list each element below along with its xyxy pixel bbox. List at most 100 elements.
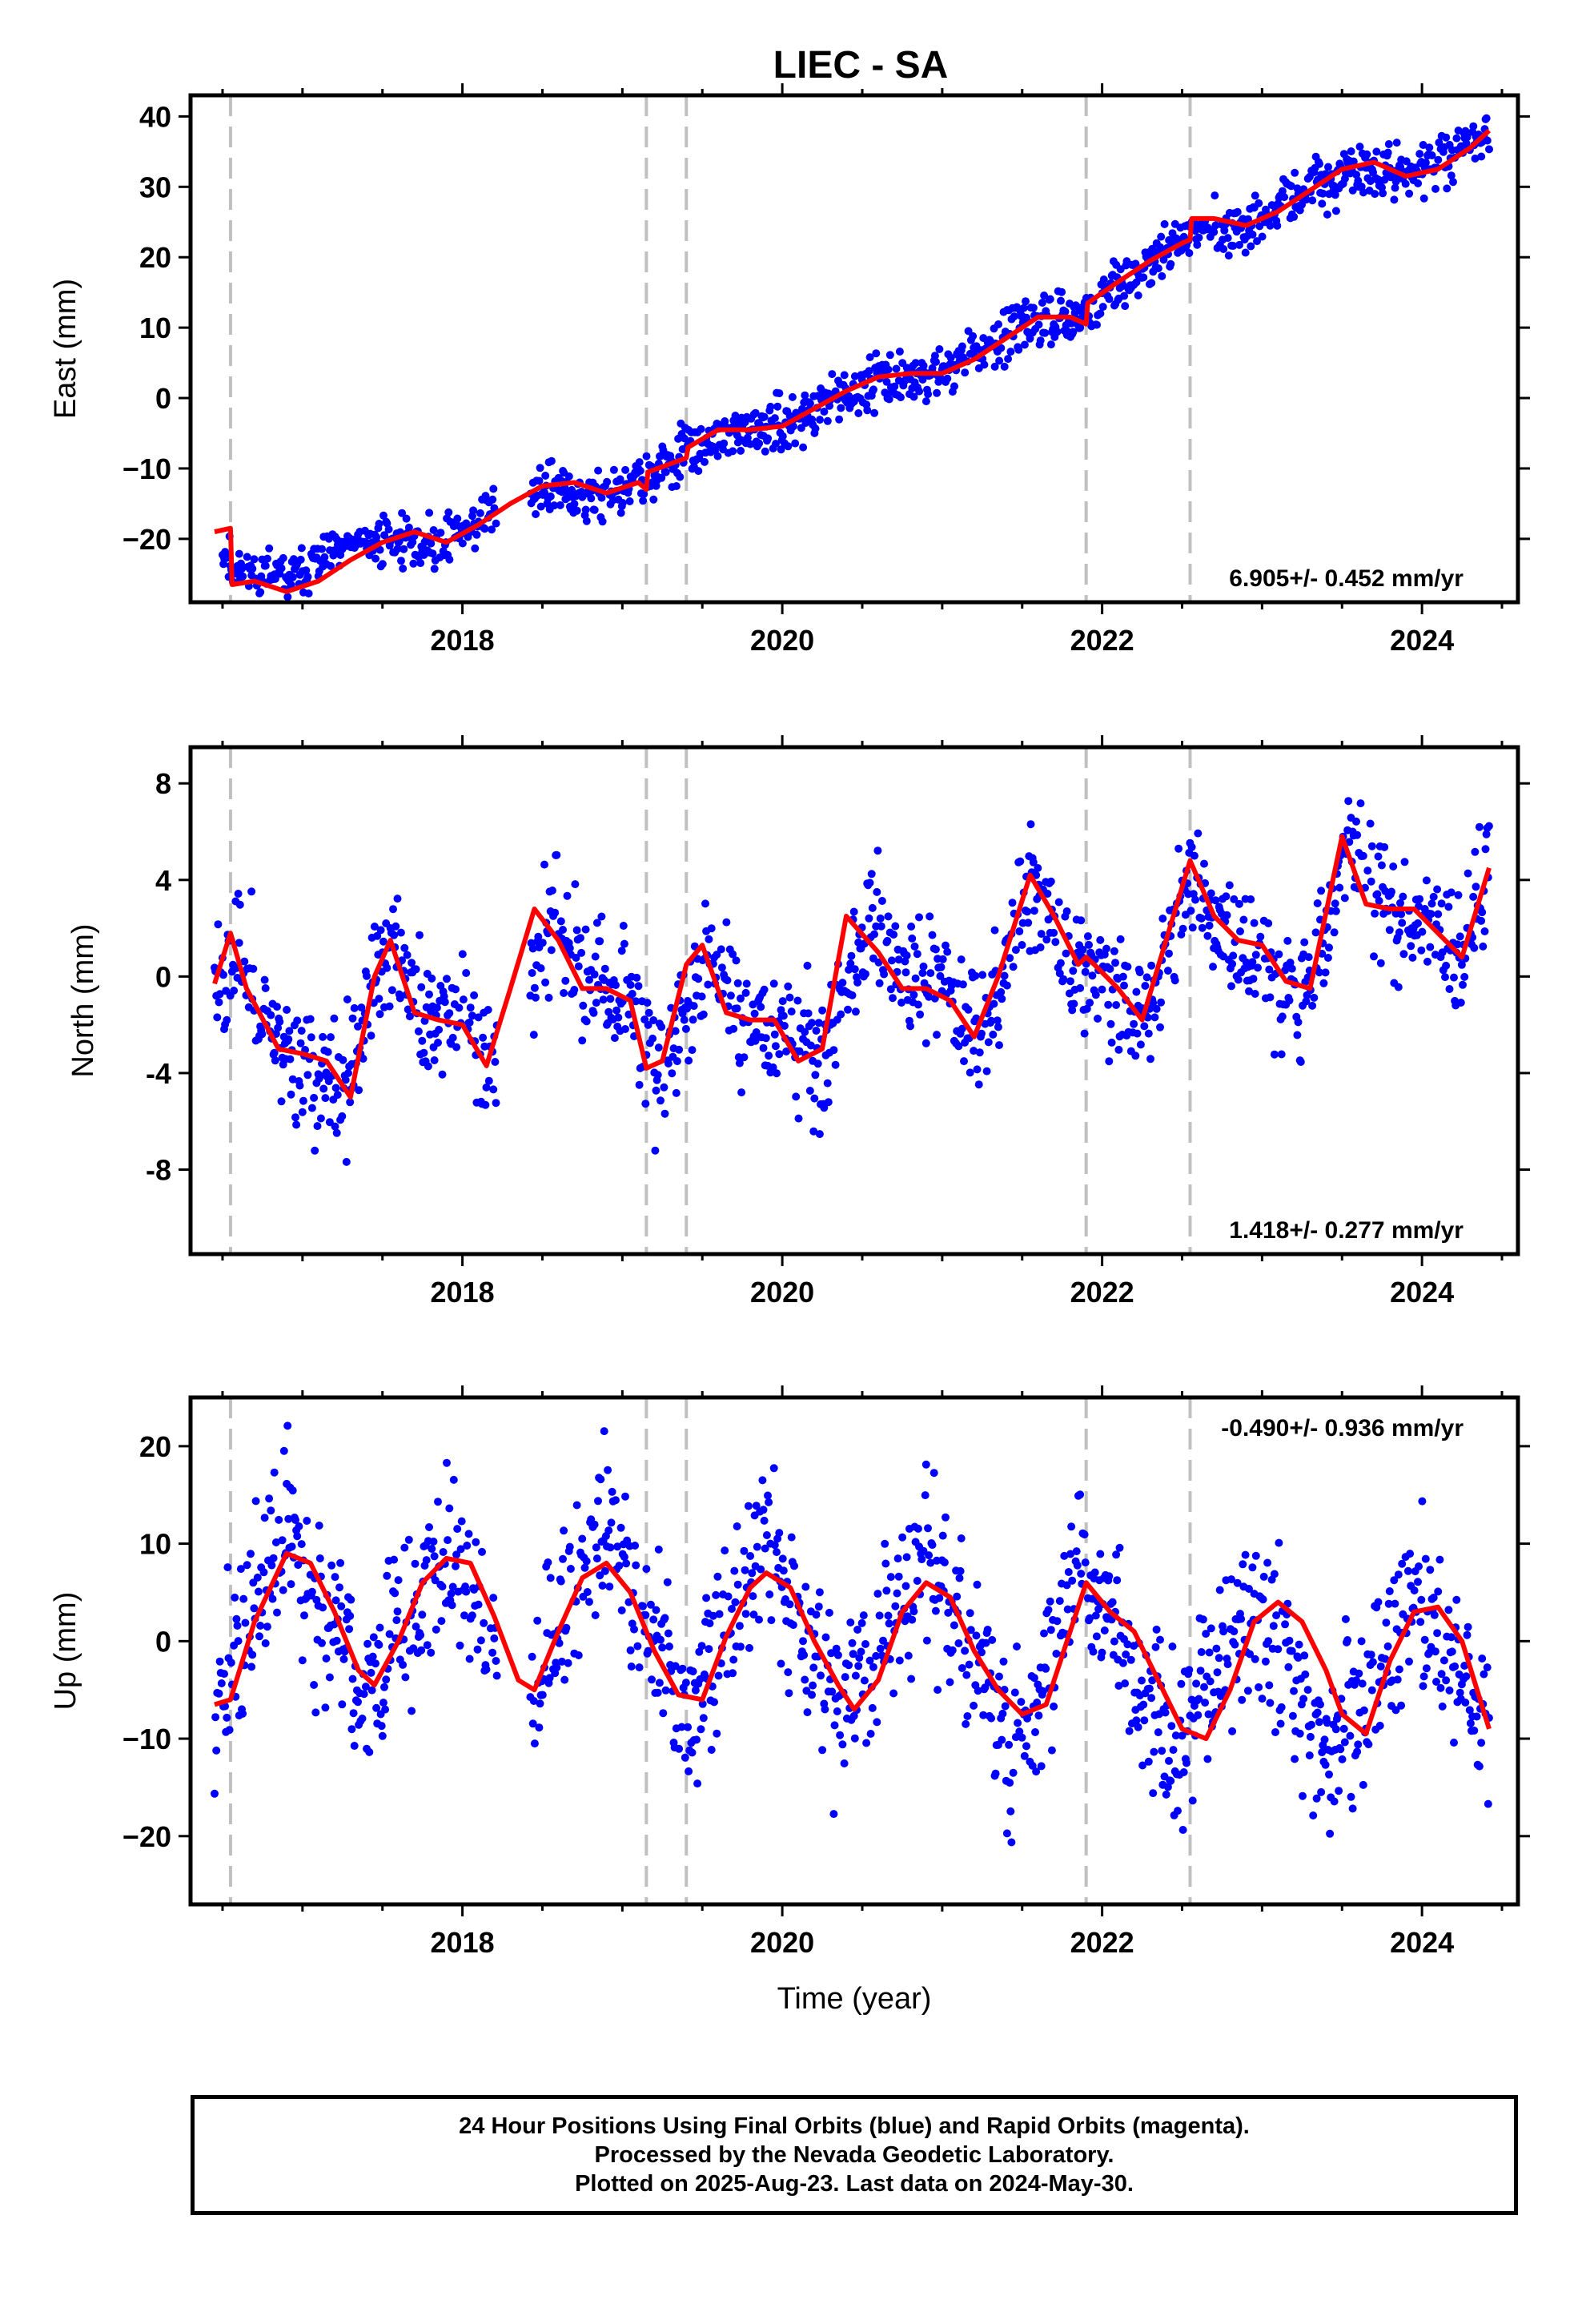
data-point (993, 1016, 1002, 1025)
data-point (773, 1069, 781, 1078)
data-point (1308, 1001, 1317, 1010)
data-point (925, 992, 934, 1001)
data-point (382, 1675, 391, 1684)
data-point (955, 1574, 964, 1582)
data-point (444, 1536, 452, 1545)
data-point (541, 978, 550, 987)
data-point (556, 917, 565, 926)
data-point (1046, 877, 1055, 886)
data-point (1482, 114, 1491, 123)
data-point (1249, 975, 1258, 983)
data-point (709, 1611, 717, 1620)
data-point (448, 1601, 456, 1610)
data-point (785, 993, 794, 1002)
data-point (425, 990, 433, 999)
data-point (1339, 1724, 1348, 1733)
data-point (865, 879, 874, 887)
data-point (1273, 221, 1282, 230)
data-point (261, 561, 270, 570)
data-point (1083, 932, 1092, 941)
data-point (937, 963, 946, 971)
data-point (456, 1641, 464, 1650)
data-point (1469, 122, 1478, 131)
data-point (635, 1663, 644, 1672)
data-point (854, 1662, 863, 1671)
data-point (1022, 297, 1030, 306)
data-point (399, 565, 408, 573)
data-point (1330, 1797, 1339, 1806)
data-point (300, 1611, 308, 1620)
data-point (470, 991, 479, 999)
data-point (1385, 1587, 1394, 1595)
data-point (1194, 829, 1203, 838)
data-point (1421, 159, 1430, 167)
data-point (779, 1011, 788, 1020)
data-point (1088, 971, 1097, 980)
data-point (318, 545, 327, 553)
data-point (998, 1709, 1007, 1718)
data-point (779, 1566, 788, 1575)
data-point (847, 951, 856, 960)
data-point (1416, 1618, 1425, 1626)
data-point (808, 1019, 816, 1027)
data-point (620, 939, 628, 948)
data-point (404, 1005, 412, 1014)
data-point (354, 1698, 362, 1707)
data-point (297, 1540, 306, 1549)
data-point (533, 1616, 542, 1625)
data-point (248, 1651, 257, 1659)
data-point (1018, 1733, 1026, 1742)
data-point (846, 959, 855, 968)
data-point (649, 495, 658, 504)
data-point (1445, 985, 1454, 993)
data-point (720, 439, 729, 448)
data-point (853, 978, 862, 987)
data-point (1414, 919, 1422, 927)
data-point (288, 573, 297, 581)
data-point (391, 922, 400, 931)
data-point (1426, 1566, 1435, 1574)
data-point (460, 1611, 468, 1620)
data-point (1157, 998, 1166, 1007)
data-point (915, 913, 923, 922)
data-point (988, 1635, 997, 1644)
x-tick-label: 2022 (1070, 1926, 1134, 1959)
data-point (1465, 1706, 1474, 1715)
data-point (733, 979, 742, 987)
data-point (1245, 987, 1253, 995)
data-point (299, 1096, 307, 1105)
data-point (1235, 899, 1243, 908)
data-point (1022, 1742, 1030, 1751)
data-point (1324, 163, 1332, 171)
data-point (906, 1022, 914, 1031)
data-point (987, 1016, 996, 1025)
data-point (1480, 1670, 1488, 1679)
data-point (600, 964, 609, 973)
data-point (882, 1586, 891, 1595)
data-point (957, 1534, 966, 1542)
data-point (1464, 1622, 1472, 1631)
data-point (1098, 985, 1106, 994)
data-point (1258, 1695, 1267, 1703)
data-point (400, 545, 408, 553)
data-point (1256, 932, 1265, 941)
data-point (248, 565, 257, 573)
data-point (681, 1753, 689, 1762)
data-point (469, 506, 478, 515)
data-point (291, 1516, 299, 1524)
data-point (1052, 1650, 1061, 1658)
data-point (476, 1636, 485, 1645)
data-point (1019, 304, 1028, 312)
data-point (750, 1009, 759, 1018)
data-point (283, 593, 292, 601)
data-point (1461, 1699, 1470, 1707)
data-point (343, 995, 351, 1003)
data-point (860, 1676, 869, 1685)
data-point (1478, 908, 1487, 917)
data-point (401, 1673, 410, 1682)
data-point (913, 950, 921, 959)
data-point (1331, 907, 1340, 915)
data-point (1239, 1560, 1247, 1569)
data-point (1034, 1711, 1043, 1720)
